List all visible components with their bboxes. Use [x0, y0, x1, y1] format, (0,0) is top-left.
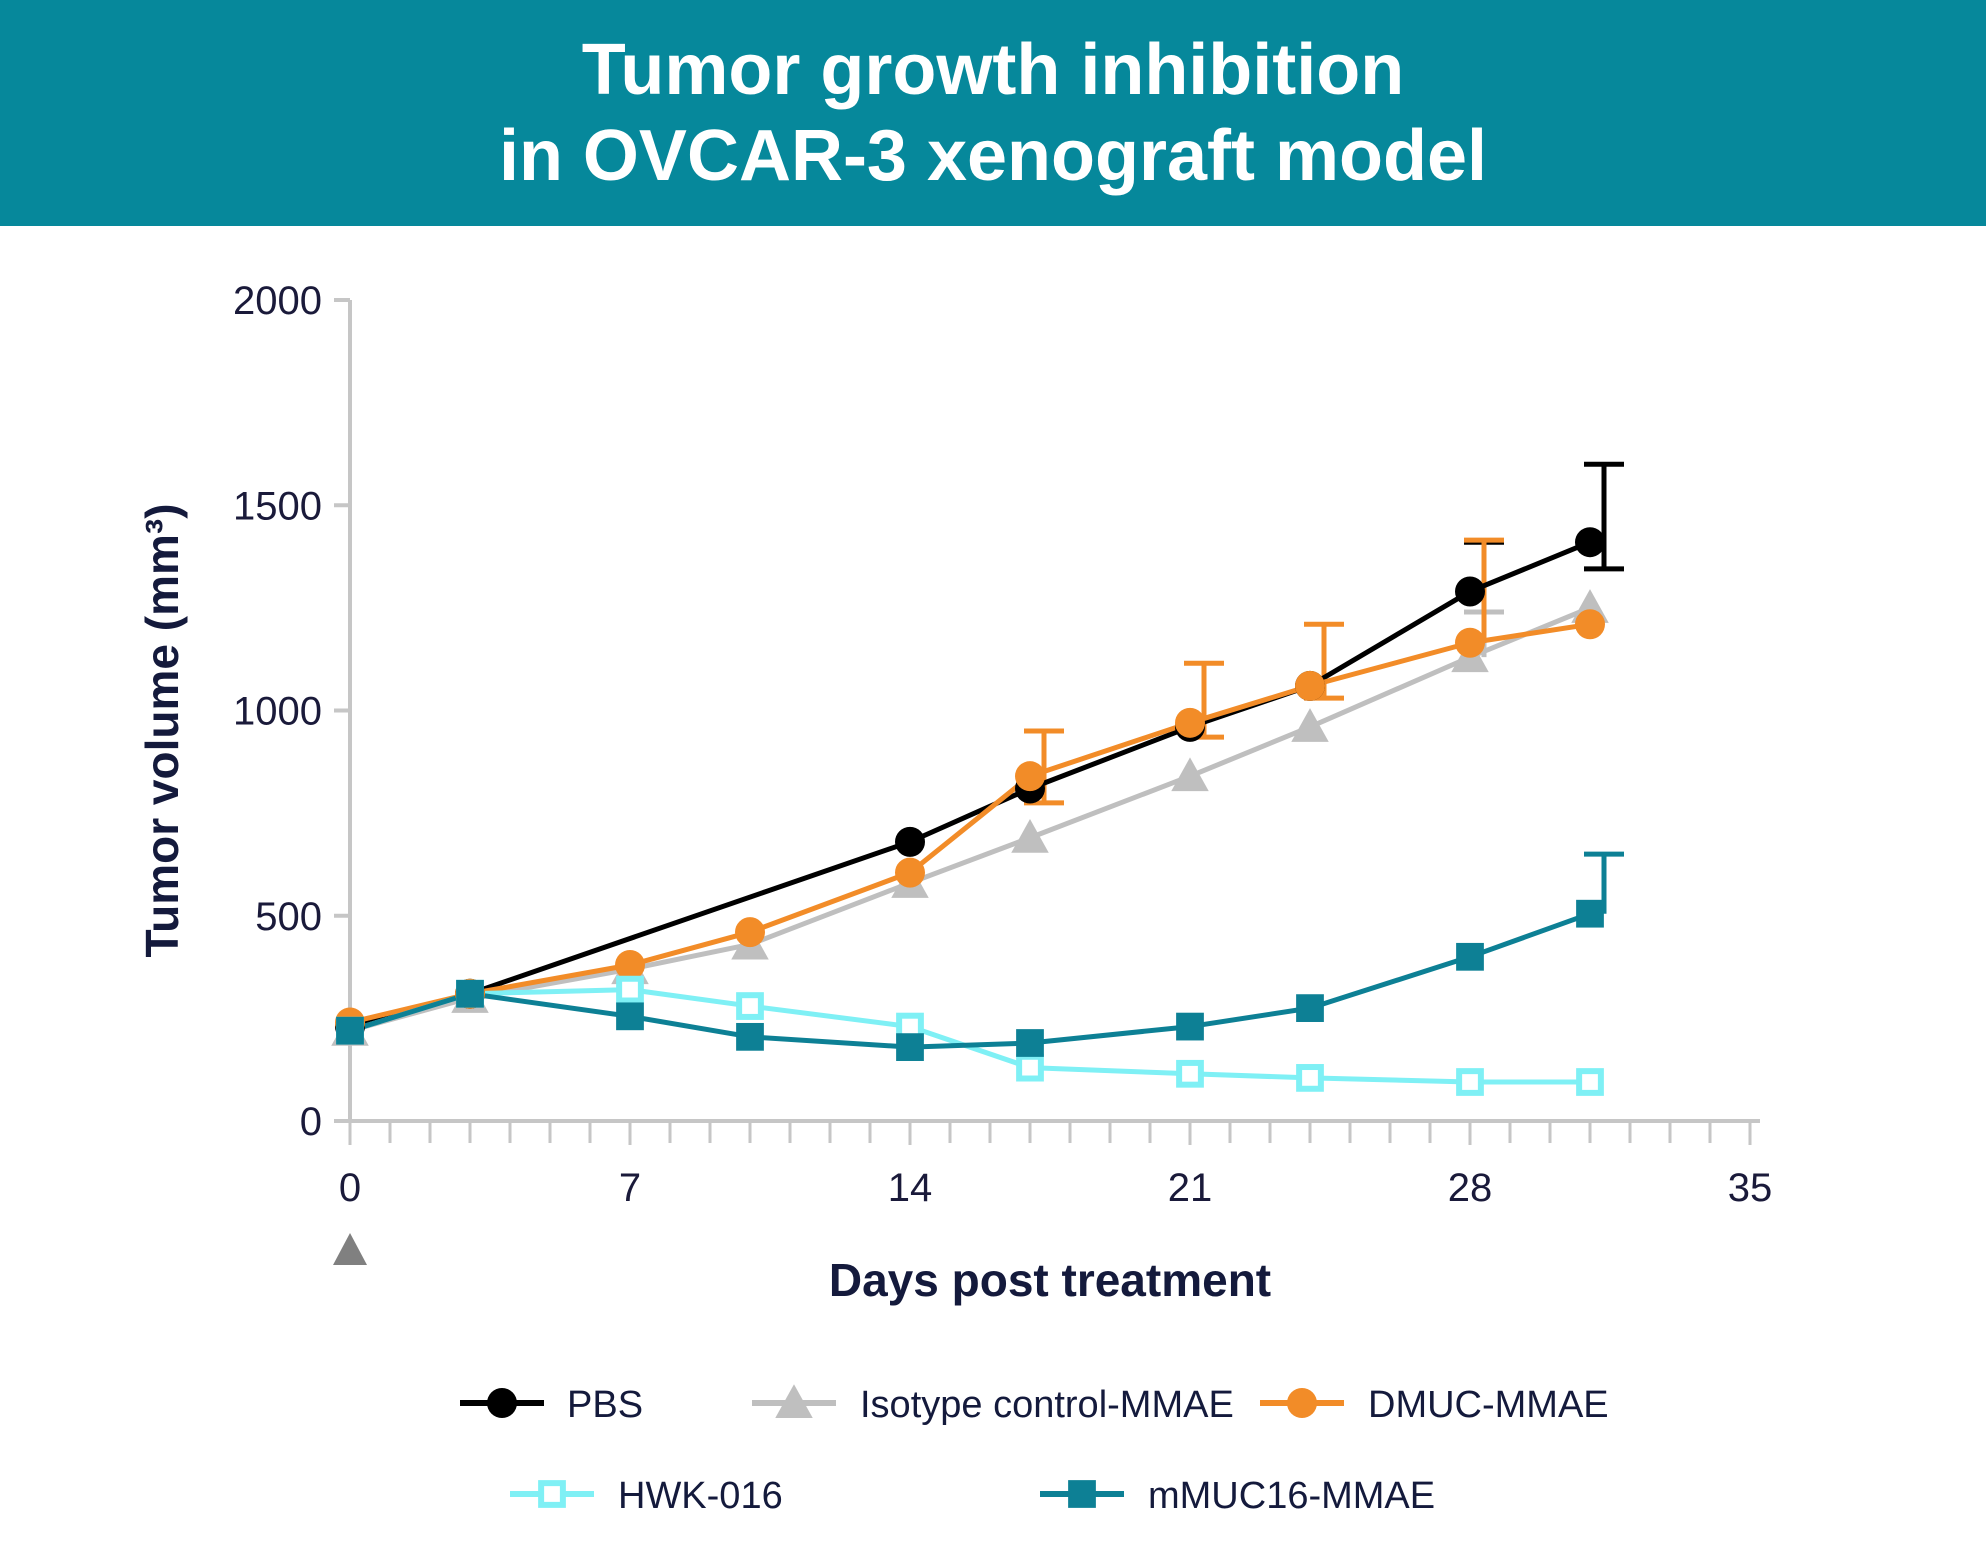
legend-label-hwk-016: HWK-016 — [618, 1475, 783, 1517]
y-axis-title: Tumor volume (mm³) — [136, 503, 188, 957]
data-point-mmuc16-mmae — [336, 1016, 364, 1045]
y-tick-label: 1500 — [233, 484, 322, 528]
legend-label-dmuc-mmae: DMUC-MMAE — [1368, 1384, 1609, 1426]
series-line-pbs — [349, 539, 1591, 1029]
series-line-mmuc16-mmae — [349, 911, 1591, 1050]
x-tick-label: 14 — [888, 1166, 933, 1210]
data-point-pbs — [1455, 576, 1485, 607]
x-tick-label: 28 — [1448, 1166, 1493, 1210]
data-point-dmuc-mmae — [1575, 609, 1605, 640]
data-point-mmuc16-mmae — [1456, 942, 1484, 971]
series-markers — [331, 527, 1609, 1096]
series-line-isotype-control-mmae — [349, 605, 1591, 1034]
series-lines — [349, 539, 1591, 1085]
data-point-dmuc-mmae — [1455, 627, 1485, 658]
legend-marker-mmuc16-mmae — [1068, 1480, 1096, 1508]
x-tick-label: 7 — [619, 1166, 641, 1210]
data-point-hwk-016 — [1296, 1064, 1324, 1092]
chart-title-line-1: Tumor growth inhibition — [581, 30, 1405, 110]
legend-label-mmuc16-mmae: mMUC16-MMAE — [1148, 1475, 1435, 1517]
data-point-mmuc16-mmae — [616, 1002, 644, 1031]
data-point-pbs — [1575, 527, 1605, 558]
data-point-dmuc-mmae — [1015, 761, 1045, 792]
data-point-isotype-control-mmae — [1291, 708, 1329, 742]
data-point-hwk-016 — [1176, 1059, 1204, 1088]
data-point-hwk-016 — [1016, 1053, 1044, 1082]
data-point-mmuc16-mmae — [896, 1033, 924, 1061]
legend: PBS Isotype control-MMAE DMUC-MMAE HWK-016 m… — [460, 1384, 1609, 1517]
legend-marker-dmuc-mmae — [1287, 1388, 1317, 1418]
treatment-marker-icon — [333, 1233, 367, 1265]
chart-title-line-2: in OVCAR-3 xenograft model — [498, 116, 1488, 196]
x-axis-title: Days post treatment — [829, 1254, 1271, 1306]
data-point-hwk-016 — [1456, 1068, 1484, 1096]
legend-marker-pbs — [487, 1388, 517, 1418]
data-point-hwk-016 — [736, 992, 764, 1020]
x-tick-label: 35 — [1728, 1166, 1773, 1210]
data-point-dmuc-mmae — [1295, 670, 1325, 701]
data-point-mmuc16-mmae — [1016, 1029, 1044, 1057]
data-point-hwk-016 — [1576, 1068, 1604, 1096]
series-line-dmuc-mmae — [349, 621, 1591, 1025]
y-tick-label: 1000 — [233, 690, 322, 734]
data-point-pbs — [895, 826, 925, 857]
data-point-mmuc16-mmae — [1576, 899, 1604, 928]
data-point-dmuc-mmae — [895, 857, 925, 888]
legend-marker-isotype-control-mmae — [775, 1384, 813, 1418]
chart-title-banner: Tumor growth inhibition in OVCAR-3 xenog… — [0, 0, 1986, 226]
axes: 0 500 1000 1500 2000 0 7 14 21 28 35 Days post trea… — [136, 279, 1772, 1306]
data-point-isotype-control-mmae — [1171, 757, 1209, 792]
legend-label-pbs: PBS — [567, 1384, 643, 1426]
x-tick-label: 0 — [339, 1166, 361, 1210]
legend-label-isotype-control-mmae: Isotype control-MMAE — [860, 1384, 1234, 1426]
y-tick-label: 0 — [300, 1100, 322, 1144]
legend-marker-hwk-016 — [538, 1480, 566, 1508]
data-point-hwk-016 — [616, 975, 644, 1004]
data-point-isotype-control-mmae — [1011, 819, 1049, 853]
data-point-mmuc16-mmae — [736, 1022, 764, 1051]
data-point-dmuc-mmae — [1175, 707, 1205, 738]
x-tick-label: 21 — [1168, 1166, 1213, 1210]
y-tick-label: 2000 — [233, 279, 322, 323]
data-point-mmuc16-mmae — [456, 979, 484, 1008]
data-point-mmuc16-mmae — [1176, 1012, 1204, 1041]
data-point-mmuc16-mmae — [1296, 994, 1324, 1022]
y-tick-label: 500 — [255, 895, 322, 939]
data-point-dmuc-mmae — [735, 917, 765, 948]
data-point-dmuc-mmae — [615, 950, 645, 981]
